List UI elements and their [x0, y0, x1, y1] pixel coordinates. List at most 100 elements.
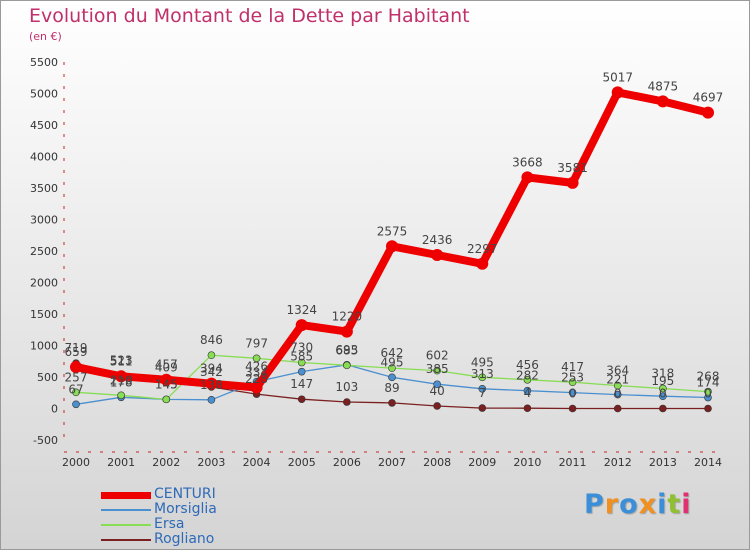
data-label-morsiglia: 385 [426, 362, 449, 376]
data-label-rogliano: 342 [200, 365, 223, 379]
data-label-ersa: 318 [651, 366, 674, 380]
data-point-centuri [340, 325, 353, 338]
data-point-centuri [521, 171, 534, 184]
data-label-ersa: 730 [290, 341, 313, 355]
data-label-centuri: 394 [200, 362, 223, 376]
data-point-centuri [115, 370, 128, 383]
data-label-centuri: 511 [110, 354, 133, 368]
legend-label: Rogliano [154, 531, 215, 547]
data-point-morsiglia [613, 390, 622, 399]
data-label-ersa: 456 [516, 358, 539, 372]
data-label-rogliano: 409 [155, 361, 178, 375]
data-label-ersa: 210 [110, 373, 133, 387]
data-point-ersa [433, 366, 441, 375]
data-point-centuri [702, 106, 714, 119]
y-tick-label: 3500 [30, 182, 58, 195]
data-point-centuri [611, 86, 624, 99]
data-point-centuri [295, 319, 308, 332]
data-point-morsiglia [72, 400, 80, 409]
x-tick-label: 2001 [107, 456, 135, 469]
data-point-ersa [252, 354, 261, 363]
data-point-ersa [613, 381, 622, 390]
data-label-centuri: 334 [245, 365, 268, 379]
data-label-rogliano: 4 [524, 386, 532, 400]
data-point-rogliano [343, 398, 351, 406]
data-label-morsiglia: 178 [110, 375, 133, 389]
data-label-ersa: 495 [471, 355, 494, 369]
data-point-morsiglia [297, 367, 306, 376]
legend-swatch [101, 492, 151, 499]
data-label-ersa: 364 [606, 364, 629, 378]
data-point-ersa [659, 384, 667, 393]
y-tick-label: 2500 [30, 245, 58, 258]
proxiti-logo: Proxiti [584, 489, 692, 520]
data-label-morsiglia: 585 [290, 350, 313, 364]
x-tick-label: 2012 [604, 456, 632, 469]
x-tick-label: 2006 [333, 456, 361, 469]
data-point-centuri [70, 360, 82, 373]
x-tick-label: 2014 [694, 456, 722, 469]
legend-label: Morsiglia [154, 501, 217, 517]
data-point-morsiglia [207, 396, 216, 404]
data-label-centuri: 3668 [512, 155, 543, 169]
x-tick-label: 2011 [559, 456, 587, 469]
data-point-centuri [205, 377, 218, 390]
data-point-ersa [523, 375, 532, 384]
data-label-rogliano: 0 [704, 387, 712, 401]
y-tick-label: 0 [51, 403, 58, 416]
data-label-ersa: 268 [697, 370, 720, 384]
data-label-rogliano: 103 [335, 380, 358, 394]
data-point-centuri [656, 95, 669, 108]
data-point-rogliano [523, 404, 532, 413]
data-label-centuri: 2575 [377, 224, 408, 238]
data-label-ersa: 797 [245, 336, 268, 350]
data-label-morsiglia: 67 [68, 382, 83, 396]
y-tick-label: 5000 [30, 88, 58, 101]
data-point-centuri [476, 257, 489, 270]
x-tick-label: 2002 [152, 456, 180, 469]
data-label-morsiglia: 495 [381, 355, 404, 369]
x-tick-label: 2007 [378, 456, 406, 469]
data-label-centuri: 1220 [332, 310, 363, 324]
data-label-rogliano: 89 [384, 381, 399, 395]
data-point-ersa [568, 378, 577, 387]
data-point-ersa [343, 361, 351, 370]
data-label-rogliano: 0 [569, 387, 577, 401]
x-tick-label: 2000 [62, 456, 90, 469]
x-tick-label: 2008 [423, 456, 451, 469]
data-label-ersa: 685 [335, 343, 358, 357]
data-label-morsiglia: 138 [200, 378, 223, 392]
data-point-ersa [388, 364, 396, 372]
data-label-centuri: 659 [65, 345, 88, 359]
data-point-rogliano [704, 404, 712, 413]
data-label-ersa: 417 [561, 360, 584, 374]
data-label-morsiglia: 313 [471, 367, 494, 381]
data-point-ersa [117, 391, 125, 400]
data-label-morsiglia: 253 [561, 371, 584, 385]
data-label-ersa: 642 [381, 346, 404, 360]
x-tick-label: 2009 [468, 456, 496, 469]
data-point-ersa [297, 358, 306, 367]
data-point-rogliano [297, 395, 306, 404]
data-point-ersa [162, 395, 171, 404]
data-label-centuri: 3581 [557, 161, 588, 175]
data-label-centuri: 4875 [648, 79, 679, 93]
x-tick-label: 2004 [243, 456, 271, 469]
data-label-centuri: 5017 [602, 70, 633, 84]
y-tick-label: 4500 [30, 119, 58, 132]
data-point-morsiglia [659, 392, 667, 401]
data-label-centuri: 4697 [693, 91, 724, 105]
data-point-morsiglia [523, 386, 532, 395]
data-point-rogliano [388, 399, 396, 407]
data-label-ersa: 145 [155, 377, 178, 391]
x-tick-label: 2010 [513, 456, 541, 469]
y-tick-label: 500 [37, 371, 58, 384]
chart-subtitle: (en €) [29, 30, 62, 43]
data-point-morsiglia [388, 373, 396, 382]
legend-swatch [101, 539, 151, 541]
data-label-rogliano: 147 [290, 377, 313, 391]
chart-title: Evolution du Montant de la Dette par Hab… [29, 5, 470, 27]
y-tick-label: 4000 [30, 151, 58, 164]
data-point-morsiglia [568, 388, 577, 397]
y-tick-label: 2000 [30, 277, 58, 290]
